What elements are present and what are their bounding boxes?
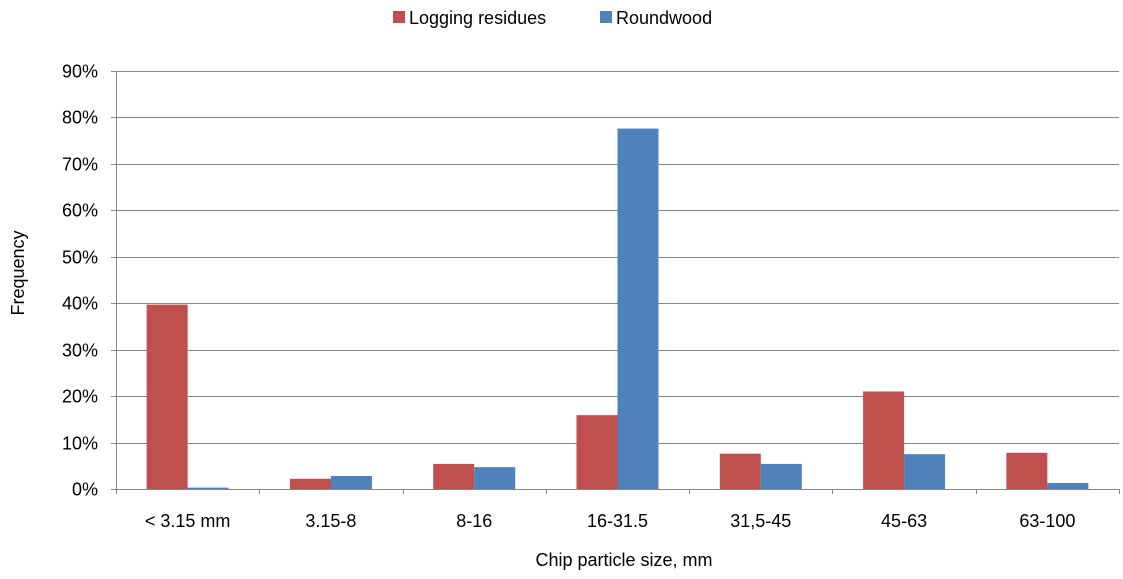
- x-tick-label: 8-16: [456, 511, 492, 531]
- x-tick-label: 3.15-8: [305, 511, 356, 531]
- bar-roundwood: [617, 128, 659, 489]
- bar-roundwood: [760, 463, 802, 489]
- y-tick-label: 20%: [62, 387, 98, 407]
- axes: [111, 71, 1120, 494]
- bar-roundwood: [1047, 482, 1089, 489]
- x-tick-label: 63-100: [1019, 511, 1075, 531]
- bar-logging-residues: [146, 304, 188, 489]
- bar-roundwood: [330, 475, 372, 489]
- bar-roundwood: [474, 467, 516, 489]
- bar-roundwood: [904, 454, 946, 489]
- x-tick-label: < 3.15 mm: [145, 511, 231, 531]
- legend-swatch-roundwood: [600, 11, 612, 23]
- legend-swatch-logging-residues: [393, 11, 405, 23]
- y-tick-labels: 0% 10% 20% 30% 40% 50% 60% 70% 80% 90%: [62, 62, 98, 500]
- x-axis-title: Chip particle size, mm: [535, 550, 712, 570]
- x-tick-label: 45-63: [881, 511, 927, 531]
- bars: [146, 128, 1089, 489]
- legend: Logging residues Roundwood: [393, 8, 712, 28]
- y-tick-label: 70%: [62, 155, 98, 175]
- legend-label-logging-residues: Logging residues: [409, 8, 546, 28]
- y-tick-label: 90%: [62, 62, 98, 82]
- x-tick-labels: < 3.15 mm 3.15-8 8-16 16-31.5 31,5-45 45-63 63…: [145, 511, 1076, 531]
- x-tick-label: 16-31.5: [587, 511, 648, 531]
- y-axis-title: Frequency: [8, 230, 28, 315]
- y-tick-label: 10%: [62, 434, 98, 454]
- bar-roundwood: [187, 487, 229, 489]
- y-tick-label: 80%: [62, 108, 98, 128]
- legend-label-roundwood: Roundwood: [616, 8, 712, 28]
- x-tick-label: 31,5-45: [730, 511, 791, 531]
- bar-logging-residues: [576, 415, 618, 489]
- bar-logging-residues: [289, 478, 331, 489]
- bar-logging-residues: [719, 453, 761, 489]
- bar-logging-residues: [433, 463, 475, 489]
- y-tick-label: 60%: [62, 201, 98, 221]
- bar-logging-residues: [1006, 452, 1048, 489]
- y-tick-label: 40%: [62, 294, 98, 314]
- bar-logging-residues: [863, 391, 905, 489]
- y-tick-label: 0%: [72, 480, 98, 500]
- y-tick-label: 50%: [62, 248, 98, 268]
- y-tick-label: 30%: [62, 341, 98, 361]
